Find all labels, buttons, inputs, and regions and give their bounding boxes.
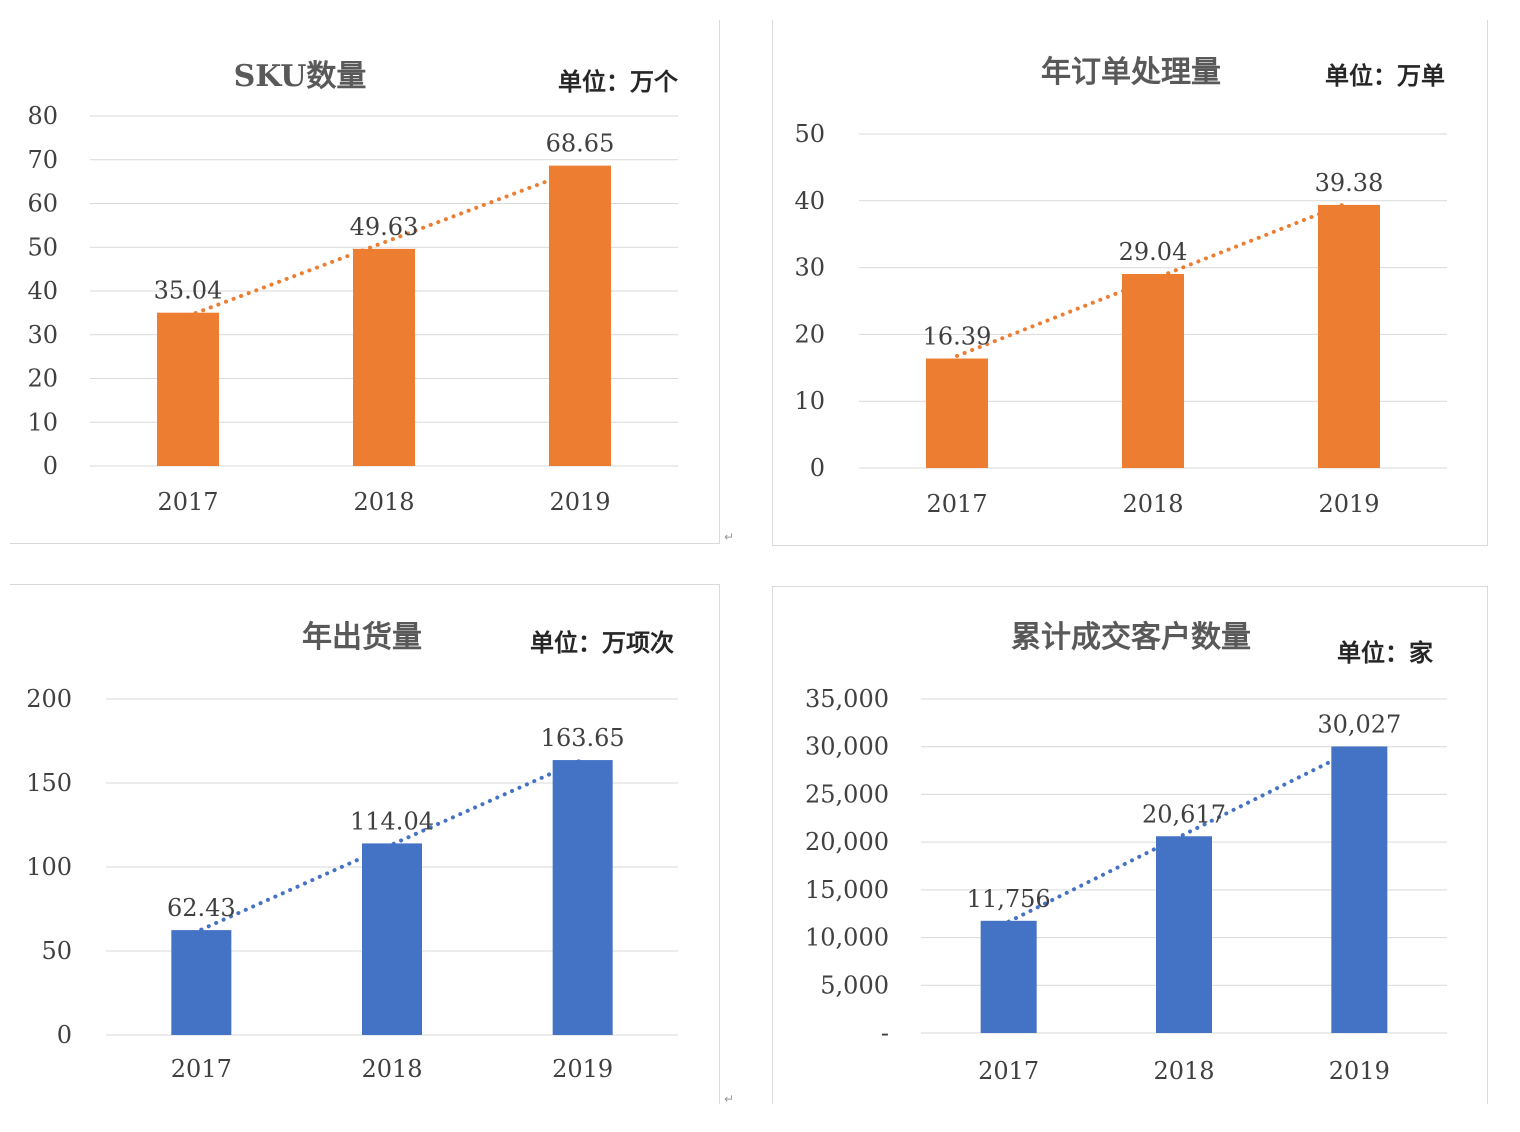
chart-annual-shipments: 0 50 100 150 200 62.43 114.04 163.65 2017 2018 201… [10,584,720,1104]
bar [549,165,611,466]
trendline [955,200,1351,358]
bar [362,843,422,1035]
y-tick-label: 25,000 [805,780,889,808]
x-tick-label: 2017 [157,488,218,516]
paragraph-mark-icon: ↵ [724,530,735,544]
y-tick-label: 50 [794,120,825,148]
data-label: 39.38 [1315,169,1384,197]
bar [1122,274,1184,468]
y-tick-label: 35,000 [805,685,889,713]
y-tick-label: 50 [27,233,58,261]
x-tick-label: 2019 [1329,1057,1390,1085]
y-tick-label: 5,000 [820,971,889,999]
bar [1331,746,1388,1033]
data-label: 114.04 [350,807,434,835]
data-label: 16.39 [923,323,992,351]
x-tick-label: 2018 [361,1055,422,1083]
y-tick-label: 0 [57,1021,72,1049]
y-tick-label: 10,000 [805,924,889,952]
y-tick-label: 0 [43,452,58,480]
x-tick-label: 2017 [926,490,987,518]
x-tick-label: 2019 [549,488,610,516]
y-tick-label: 40 [27,277,58,305]
y-tick-label: 30 [794,254,825,282]
unit-label: 单位：万项次 [530,628,674,657]
x-tick-label: 2017 [171,1055,232,1083]
data-label: 30,027 [1317,710,1401,738]
y-tick-label: 60 [27,190,58,218]
chart-svg: - 5,000 10,000 15,000 20,000 25,000 30,000 35,0… [805,620,1447,1085]
data-label: 62.43 [167,894,236,922]
chart-svg: 0 10 20 30 40 50 60 70 80 35.04 49.63 68.65 2017 2018… [27,59,679,516]
x-tick-label: 2018 [1122,490,1183,518]
unit-label: 单位：家 [1337,638,1433,667]
data-label: 29.04 [1119,238,1188,266]
bar [552,760,613,1035]
chart-title: 累计成交客户数量 [1011,620,1251,655]
chart-cumulative-customers: - 5,000 10,000 15,000 20,000 25,000 30,000 35,0… [772,586,1488,1104]
chart-title: SKU数量 [234,59,367,94]
bar [353,248,415,466]
paragraph-mark-icon: ↵ [724,1092,735,1106]
y-tick-label: 0 [810,454,825,482]
bar [1156,836,1212,1033]
bar [980,920,1037,1033]
chart-svg: 0 50 100 150 200 62.43 114.04 163.65 2017 2018 201… [26,620,678,1083]
y-tick-label: 70 [27,146,58,174]
bar [926,358,988,468]
unit-label: 单位：万单 [1325,61,1445,90]
y-tick-label: 100 [26,853,72,881]
y-tick-label: 40 [794,187,825,215]
data-label: 163.65 [541,724,625,752]
x-tick-label: 2019 [1318,490,1379,518]
data-label: 20,617 [1142,800,1226,828]
bar [157,312,219,466]
bar [1318,204,1380,469]
data-label: 35.04 [154,277,223,305]
y-tick-label: 50 [41,937,72,965]
y-tick-label: 80 [27,102,58,130]
data-label: 49.63 [350,213,419,241]
y-tick-label: 20,000 [805,828,889,856]
x-tick-label: 2019 [552,1055,613,1083]
chart-title: 年订单处理量 [1041,55,1221,90]
unit-label: 单位：万个 [558,67,679,96]
bar [171,930,232,1035]
chart-sku-count: 0 10 20 30 40 50 60 70 80 35.04 49.63 68.65 2017 2018… [10,20,720,544]
y-tick-label: 200 [26,685,72,713]
y-tick-label: 15,000 [805,876,889,904]
y-tick-label: - [881,1019,889,1047]
chart-title: 年出货量 [302,620,422,655]
trendline [1006,745,1362,924]
x-tick-label: 2018 [353,488,414,516]
y-tick-label: 10 [794,387,825,415]
data-label: 68.65 [546,130,615,158]
x-tick-label: 2017 [978,1057,1039,1085]
y-tick-label: 150 [26,769,72,797]
chart-annual-orders: 0 10 20 30 40 50 16.39 29.04 39.38 2017 2018 2019 年订… [772,20,1488,546]
y-tick-label: 30,000 [805,733,889,761]
y-tick-label: 30 [27,321,58,349]
y-tick-label: 20 [27,365,58,393]
chart-svg: 0 10 20 30 40 50 16.39 29.04 39.38 2017 2018 2019 年订… [794,55,1447,518]
y-tick-label: 20 [794,320,825,348]
data-label: 11,756 [967,885,1051,913]
trendline [199,757,585,932]
trendline [186,166,582,318]
y-tick-label: 10 [27,408,58,436]
x-tick-label: 2018 [1153,1057,1214,1085]
